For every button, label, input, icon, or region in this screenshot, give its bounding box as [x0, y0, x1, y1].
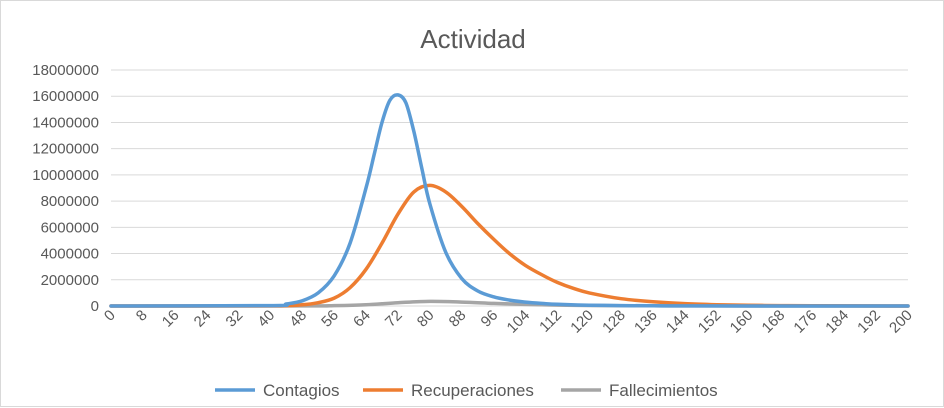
x-tick-label: 184	[822, 307, 852, 337]
x-tick-label: 40	[254, 307, 278, 331]
series-line-recuperaciones	[109, 183, 910, 308]
x-axis-tick-labels: 0 8 16 24 32 40 48 56 64 72 80 88 96 104 112 120 128 136 1…	[101, 307, 916, 337]
series-line-contagios	[109, 93, 910, 308]
x-tick-label: 48	[286, 307, 310, 331]
x-tick-label: 152	[695, 307, 725, 337]
y-tick-label: 14000000	[32, 114, 99, 131]
legend-label-contagios: Contagios	[263, 381, 340, 400]
y-tick-label: 18000000	[32, 62, 99, 79]
x-tick-label: 128	[599, 307, 629, 337]
x-tick-label: 96	[478, 307, 502, 331]
x-tick-label: 200	[886, 307, 916, 337]
x-tick-label: 88	[446, 307, 470, 331]
legend-label-recuperaciones: Recuperaciones	[411, 381, 534, 400]
y-tick-label: 8000000	[41, 193, 99, 210]
x-tick-label: 192	[854, 307, 884, 337]
x-tick-label: 24	[191, 307, 215, 331]
y-tick-label: 2000000	[41, 272, 99, 289]
y-tick-label: 12000000	[32, 141, 99, 158]
x-tick-label: 176	[790, 307, 820, 337]
x-tick-label: 120	[567, 307, 597, 337]
legend: Contagios Recuperaciones Fallecimientos	[215, 381, 718, 400]
x-tick-label: 104	[504, 307, 534, 337]
x-tick-label: 56	[318, 307, 342, 331]
y-tick-label: 16000000	[32, 88, 99, 105]
x-tick-label: 80	[414, 307, 438, 331]
y-axis-tick-labels: 0 2000000 4000000 6000000 8000000 10000000 120…	[32, 62, 99, 315]
y-tick-label: 10000000	[32, 167, 99, 184]
x-tick-label: 168	[759, 307, 789, 337]
x-tick-label: 64	[350, 307, 374, 331]
gridlines	[111, 69, 908, 307]
y-tick-label: 4000000	[41, 246, 99, 263]
x-tick-label: 72	[382, 307, 406, 331]
x-tick-label: 32	[223, 307, 247, 331]
y-tick-label: 6000000	[41, 219, 99, 236]
x-tick-label: 160	[727, 307, 757, 337]
chart-title: Actividad	[420, 24, 526, 54]
x-tick-label: 112	[536, 307, 565, 336]
legend-label-fallecimientos: Fallecimientos	[609, 381, 718, 400]
x-tick-label: 144	[663, 307, 693, 337]
x-tick-label: 136	[631, 307, 661, 337]
y-tick-label: 0	[91, 298, 99, 315]
x-tick-label: 8	[133, 307, 151, 325]
x-tick-label: 16	[159, 307, 183, 331]
x-tick-label: 0	[101, 307, 119, 325]
series-lines	[109, 93, 910, 308]
